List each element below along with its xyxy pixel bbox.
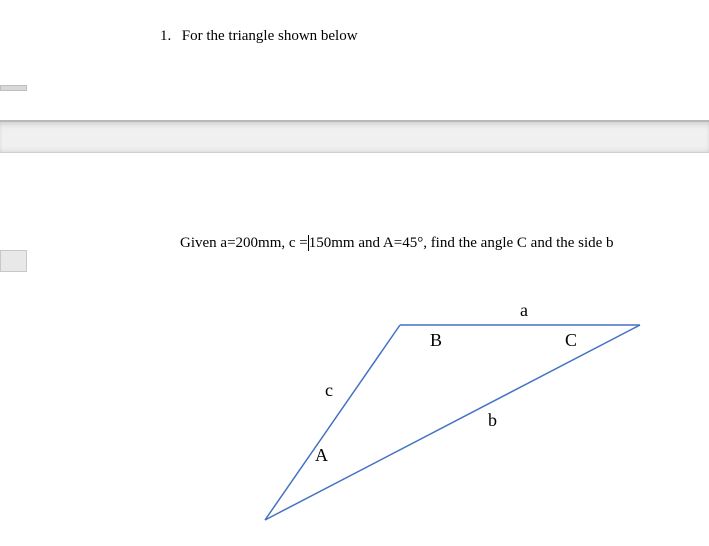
vertex-label-b: B xyxy=(430,330,442,351)
given-post: 150mm and A=45°, find the angle C and th… xyxy=(309,235,614,251)
vertex-label-a: A xyxy=(315,445,328,466)
side-label-a: a xyxy=(520,300,528,321)
given-text: Given a=200mm, c =150mm and A=45°, find … xyxy=(180,235,614,252)
ruler-marker-top xyxy=(0,85,27,91)
given-pre: Given a=200mm, c = xyxy=(180,235,308,251)
page-upper: 1. For the triangle shown below xyxy=(0,0,709,65)
triangle-diagram: a b c A B C xyxy=(230,280,670,530)
side-label-b: b xyxy=(488,410,497,431)
side-label-c: c xyxy=(325,380,333,401)
page-break-divider xyxy=(0,120,709,153)
question-line: 1. For the triangle shown below xyxy=(160,28,669,45)
vertex-label-c: C xyxy=(565,330,577,351)
ruler-marker-bottom xyxy=(0,250,27,272)
question-prompt: For the triangle shown below xyxy=(182,28,358,44)
triangle-svg xyxy=(230,280,670,530)
question-number: 1. xyxy=(160,28,178,45)
